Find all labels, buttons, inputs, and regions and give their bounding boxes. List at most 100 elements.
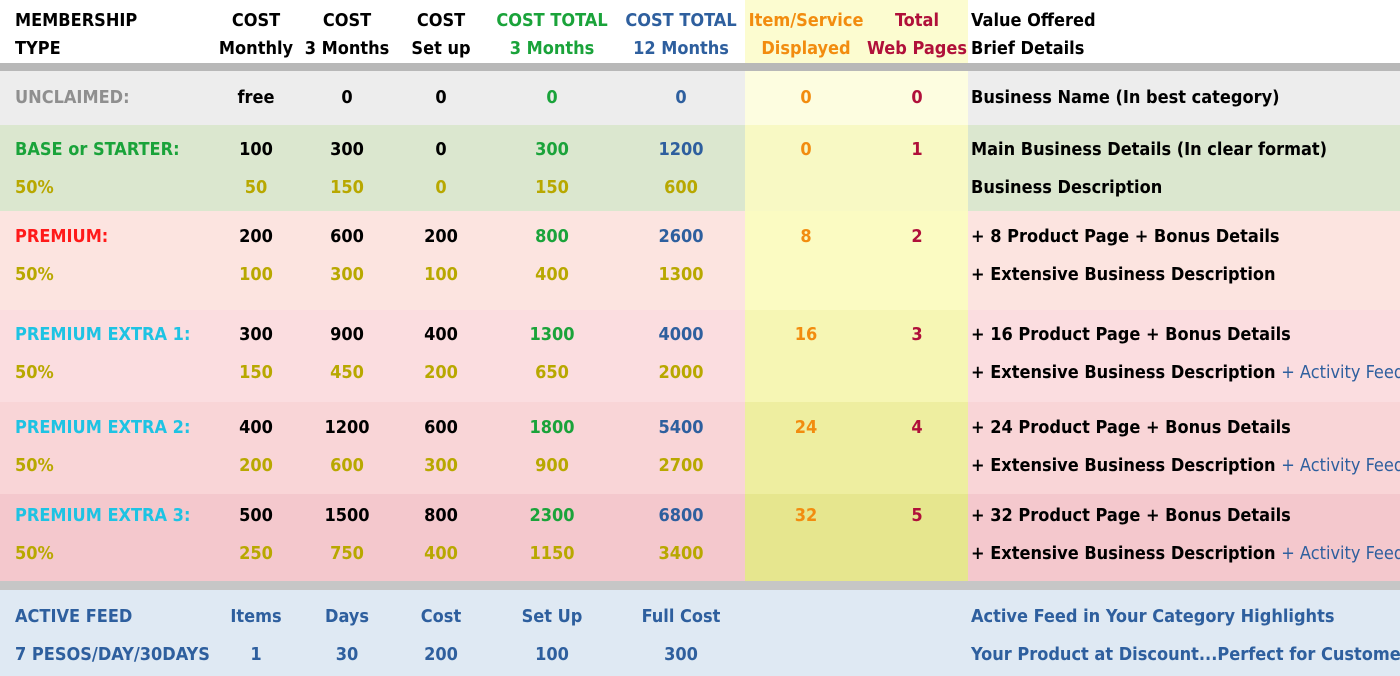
feed-header-setup: Set Up [521, 606, 583, 627]
premium-d-monthly: 100 [239, 264, 273, 285]
premium-band [0, 211, 1400, 310]
extra3-activity-feed: + Activity Feed [1281, 543, 1400, 564]
extra3-d-three: 750 [330, 543, 364, 564]
base-items: 0 [800, 139, 812, 160]
feed-desc2: Your Product at Discount...Perfect for C… [971, 644, 1400, 665]
extra2-total3: 1800 [529, 417, 575, 438]
header-monthly-line1: COST [231, 10, 281, 31]
feed-items: 1 [250, 644, 262, 665]
extra3-pages: 5 [911, 505, 923, 526]
header-separator [0, 63, 1400, 71]
extra3-value2-text: + Extensive Business Description [971, 543, 1276, 564]
extra1-d-three: 450 [330, 362, 364, 383]
extra1-name: PREMIUM EXTRA 1: [15, 324, 191, 345]
header-monthly-line2: Monthly [218, 38, 294, 59]
feed-days: 30 [335, 644, 359, 665]
items-column-highlight [745, 402, 968, 494]
extra1-monthly: 300 [239, 324, 273, 345]
extra3-name: PREMIUM EXTRA 3: [15, 505, 191, 526]
header-three-line2: 3 Months [304, 38, 390, 59]
extra2-name: PREMIUM EXTRA 2: [15, 417, 191, 438]
extra3-items: 32 [794, 505, 818, 526]
extra2-d-monthly: 200 [239, 455, 273, 476]
header-value-line2: Brief Details [971, 38, 1085, 59]
premium-items: 8 [800, 226, 812, 247]
base-total3: 300 [535, 139, 569, 160]
base-three: 300 [330, 139, 364, 160]
extra2-value1: + 24 Product Page + Bonus Details [971, 417, 1291, 438]
extra3-discount: 50% [15, 543, 54, 564]
feed-band [0, 590, 1400, 676]
items-column-highlight [745, 125, 968, 211]
extra1-items: 16 [794, 324, 818, 345]
premium-total3: 800 [535, 226, 569, 247]
premium-setup: 200 [424, 226, 458, 247]
extra1-value2: + Extensive Business Description + Activ… [971, 362, 1400, 384]
extra3-total12: 6800 [658, 505, 704, 526]
extra2-value2-text: + Extensive Business Description [971, 455, 1276, 476]
header-band [0, 0, 1400, 63]
feed-header-days: Days [324, 606, 370, 627]
extra2-pages: 4 [911, 417, 923, 438]
header-pages-line2: Web Pages [867, 38, 967, 59]
premium-pages: 2 [911, 226, 923, 247]
extra3-d-monthly: 250 [239, 543, 273, 564]
unclaimed-pages: 0 [911, 87, 923, 108]
unclaimed-total12: 0 [675, 87, 687, 108]
header-total3-line2: 3 Months [509, 38, 595, 59]
items-column-highlight [745, 211, 968, 310]
extra2-discount: 50% [15, 455, 54, 476]
header-three-line1: COST [322, 10, 372, 31]
extra1-band [0, 310, 1400, 402]
extra1-d-monthly: 150 [239, 362, 273, 383]
header-pages-line1: Total [895, 10, 939, 31]
extra1-value1: + 16 Product Page + Bonus Details [971, 324, 1291, 345]
premium-three: 600 [330, 226, 364, 247]
extra1-total3: 1300 [529, 324, 575, 345]
extra3-three: 1500 [324, 505, 370, 526]
extra1-discount: 50% [15, 362, 54, 383]
premium-d-total3: 400 [535, 264, 569, 285]
extra2-total12: 5400 [658, 417, 704, 438]
header-type-line1: MEMBERSHIP [15, 10, 138, 31]
extra2-three: 1200 [324, 417, 370, 438]
premium-value1: + 8 Product Page + Bonus Details [971, 226, 1280, 247]
base-value2: Business Description [971, 177, 1163, 198]
unclaimed-items: 0 [800, 87, 812, 108]
extra1-value2-text: + Extensive Business Description [971, 362, 1276, 383]
premium-d-setup: 100 [424, 264, 458, 285]
feed-rate: 7 PESOS/DAY/30DAYS [15, 644, 210, 665]
unclaimed-three: 0 [341, 87, 353, 108]
header-total12-line2: 12 Months [633, 38, 729, 59]
base-d-three: 150 [330, 177, 364, 198]
extra2-d-total12: 2700 [658, 455, 704, 476]
extra3-monthly: 500 [239, 505, 273, 526]
premium-total12: 2600 [658, 226, 704, 247]
header-type-line2: TYPE [15, 38, 61, 59]
base-d-setup: 0 [435, 177, 447, 198]
extra3-d-setup: 400 [424, 543, 458, 564]
extra1-setup: 400 [424, 324, 458, 345]
extra1-activity-feed: + Activity Feed [1281, 362, 1400, 383]
base-discount: 50% [15, 177, 54, 198]
extra2-band [0, 402, 1400, 494]
feed-cost: 200 [424, 644, 458, 665]
extra2-d-total3: 900 [535, 455, 569, 476]
header-value-line1: Value Offered [971, 10, 1096, 31]
base-pages: 1 [911, 139, 923, 160]
extra2-d-setup: 300 [424, 455, 458, 476]
feed-separator [0, 581, 1400, 590]
feed-setup: 100 [535, 644, 569, 665]
premium-d-three: 300 [330, 264, 364, 285]
extra2-activity-feed: + Activity Feed [1281, 455, 1400, 476]
base-d-total12: 600 [664, 177, 698, 198]
base-setup: 0 [435, 139, 447, 160]
premium-d-total12: 1300 [658, 264, 704, 285]
extra2-d-three: 600 [330, 455, 364, 476]
unclaimed-name: UNCLAIMED: [15, 87, 130, 108]
extra1-three: 900 [330, 324, 364, 345]
items-column-highlight [745, 310, 968, 402]
base-d-monthly: 50 [244, 177, 268, 198]
unclaimed-total3: 0 [546, 87, 558, 108]
